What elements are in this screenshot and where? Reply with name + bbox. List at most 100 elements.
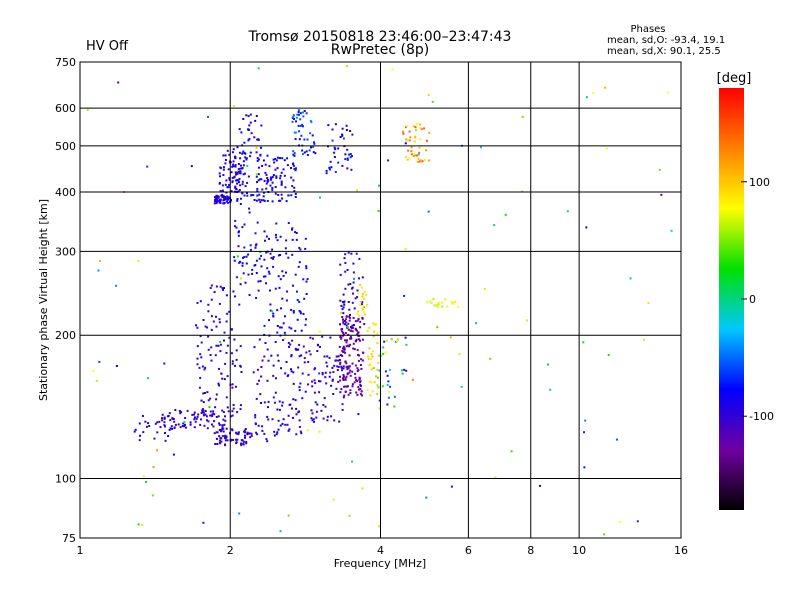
data-point	[351, 287, 353, 290]
data-point	[304, 247, 307, 250]
data-point	[370, 352, 373, 355]
data-point	[458, 353, 461, 355]
data-point	[255, 297, 258, 299]
data-point	[260, 254, 263, 257]
data-point	[292, 416, 294, 419]
data-point	[301, 149, 304, 152]
data-point	[291, 238, 294, 241]
data-point	[233, 259, 236, 262]
data-point	[414, 129, 417, 132]
data-point	[292, 150, 295, 153]
data-point	[205, 415, 208, 418]
data-point	[382, 346, 385, 349]
data-point	[256, 159, 259, 162]
data-point	[285, 299, 288, 302]
data-point	[239, 167, 242, 170]
data-point	[302, 345, 305, 348]
data-point	[281, 422, 284, 425]
data-point	[406, 158, 409, 161]
data-point	[254, 414, 257, 417]
data-point	[268, 165, 271, 168]
data-point	[356, 289, 359, 292]
data-point	[288, 345, 290, 348]
data-point	[356, 367, 359, 370]
data-point	[225, 435, 228, 438]
data-point	[312, 151, 315, 154]
data-point	[278, 400, 281, 403]
data-point	[174, 423, 177, 426]
data-point	[269, 178, 272, 181]
data-point	[353, 381, 356, 384]
data-point	[231, 414, 234, 417]
data-point	[290, 327, 293, 330]
data-point	[274, 287, 277, 290]
data-point	[342, 367, 345, 370]
data-point	[292, 371, 295, 374]
data-point	[344, 390, 347, 393]
data-point	[343, 300, 346, 303]
data-point	[347, 326, 350, 329]
data-point	[350, 252, 353, 255]
data-point	[173, 420, 176, 423]
data-point	[340, 304, 343, 307]
data-point	[206, 391, 209, 394]
data-point	[283, 337, 286, 340]
data-point	[344, 287, 347, 290]
data-point	[419, 159, 422, 162]
data-point	[284, 186, 287, 189]
data-point	[296, 348, 299, 351]
data-point	[405, 156, 408, 159]
data-point	[240, 164, 242, 167]
data-point	[318, 372, 321, 375]
data-point	[202, 392, 205, 395]
data-point	[262, 195, 265, 198]
data-point	[237, 163, 240, 165]
data-point	[344, 332, 347, 334]
data-point	[86, 109, 89, 112]
data-point	[358, 377, 361, 380]
data-point	[222, 174, 225, 176]
data-point	[226, 186, 229, 189]
data-point	[326, 419, 329, 422]
data-point	[298, 261, 301, 264]
data-point	[298, 355, 301, 358]
data-point	[304, 237, 307, 240]
data-point	[305, 318, 307, 321]
data-point	[449, 336, 452, 339]
data-point	[310, 146, 312, 149]
data-point	[210, 298, 213, 301]
data-point	[324, 371, 327, 374]
data-point	[427, 210, 430, 213]
data-point	[239, 157, 242, 160]
data-point	[342, 322, 345, 325]
data-point	[341, 127, 344, 130]
data-point	[302, 153, 304, 156]
data-point	[224, 362, 227, 365]
data-point	[341, 134, 344, 137]
data-point	[231, 360, 234, 363]
data-point	[229, 415, 232, 418]
data-point	[235, 358, 238, 361]
data-point	[266, 415, 269, 418]
data-point	[265, 251, 268, 254]
data-point	[372, 335, 375, 338]
data-point	[167, 435, 170, 437]
data-point	[257, 158, 260, 161]
data-point	[241, 180, 244, 183]
data-point	[340, 311, 342, 314]
data-point	[235, 173, 237, 176]
data-point	[316, 350, 319, 352]
data-point	[294, 231, 297, 234]
data-point	[209, 410, 212, 413]
data-point	[423, 158, 426, 161]
data-point	[361, 317, 364, 320]
data-point	[237, 179, 240, 182]
data-point	[200, 356, 203, 359]
data-point	[210, 359, 213, 362]
data-point	[301, 397, 304, 400]
data-point	[224, 436, 226, 439]
data-point	[253, 199, 256, 201]
data-point	[372, 367, 375, 369]
data-point	[285, 252, 288, 255]
data-point	[343, 333, 345, 336]
